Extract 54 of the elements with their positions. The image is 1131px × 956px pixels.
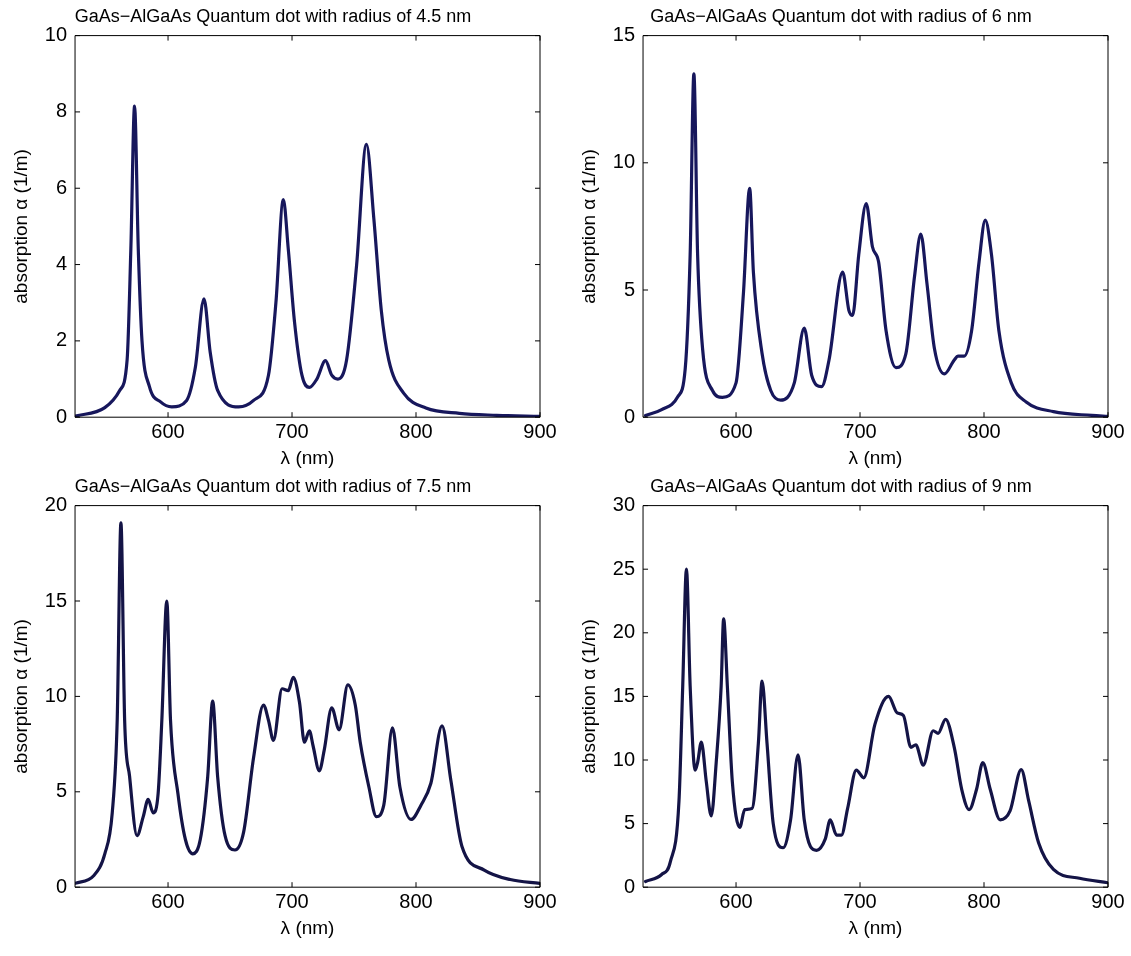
y-tick-label: 5 <box>623 277 636 300</box>
x-tick-label: 900 <box>1091 889 1125 912</box>
x-tick-label: 600 <box>151 419 185 442</box>
y-tick-label: 20 <box>612 620 636 643</box>
x-tick-label: 800 <box>399 889 433 912</box>
y-tick-label: 5 <box>55 779 68 802</box>
y-tick-label: 8 <box>55 99 68 122</box>
y-tick-label: 6 <box>55 175 68 198</box>
y-tick-label: 10 <box>44 23 68 46</box>
y-tick-label: 4 <box>55 252 68 275</box>
line-series <box>643 567 1108 885</box>
x-tick-label: 900 <box>523 419 557 442</box>
y-tick-label: 10 <box>612 150 636 173</box>
y-tick-label: 0 <box>55 874 68 897</box>
y-tick-label: 30 <box>612 493 636 516</box>
x-tick-label: 800 <box>399 419 433 442</box>
x-axis-title: λ (nm) <box>848 916 903 938</box>
y-tick-label: 20 <box>44 493 68 516</box>
y-tick-label: 15 <box>44 588 68 611</box>
chart-title: GaAs−AlGaAs Quantum dot with radius of 6 nm <box>650 5 1032 26</box>
y-tick-label: 15 <box>612 23 636 46</box>
x-tick-label: 700 <box>843 419 877 442</box>
y-tick-label: 10 <box>44 683 68 706</box>
chart-title: GaAs−AlGaAs Quantum dot with radius of 9 nm <box>650 475 1032 496</box>
y-axis-title: absorption α (1/m) <box>577 619 599 774</box>
line-series <box>75 521 540 885</box>
y-axis-title: absorption α (1/m) <box>577 149 599 304</box>
y-axis-title: absorption α (1/m) <box>9 619 31 774</box>
chart-title: GaAs−AlGaAs Quantum dot with radius of 7.5 nm <box>74 475 472 496</box>
y-tick-label: 2 <box>55 328 68 351</box>
x-axis-title: λ (nm) <box>280 446 335 468</box>
x-tick-label: 600 <box>151 889 185 912</box>
y-tick-label: 15 <box>612 683 636 706</box>
line-series <box>75 104 540 418</box>
x-tick-label: 700 <box>843 889 877 912</box>
line-series <box>643 72 1108 418</box>
x-axis-title: λ (nm) <box>280 916 335 938</box>
x-tick-label: 800 <box>967 419 1001 442</box>
y-axis-title: absorption α (1/m) <box>9 149 31 304</box>
y-tick-label: 0 <box>623 404 636 427</box>
y-tick-label: 25 <box>612 556 636 579</box>
y-tick-label: 10 <box>612 747 636 770</box>
y-tick-label: 0 <box>55 404 68 427</box>
chart-title: GaAs−AlGaAs Quantum dot with radius of 4.5 nm <box>74 5 472 26</box>
x-tick-label: 900 <box>1091 419 1125 442</box>
x-tick-label: 700 <box>275 419 309 442</box>
x-axis-title: λ (nm) <box>848 446 903 468</box>
x-tick-label: 700 <box>275 889 309 912</box>
y-tick-label: 5 <box>623 811 636 834</box>
x-tick-label: 600 <box>719 889 753 912</box>
y-tick-label: 0 <box>623 874 636 897</box>
x-tick-label: 900 <box>523 889 557 912</box>
x-tick-label: 800 <box>967 889 1001 912</box>
x-tick-label: 600 <box>719 419 753 442</box>
